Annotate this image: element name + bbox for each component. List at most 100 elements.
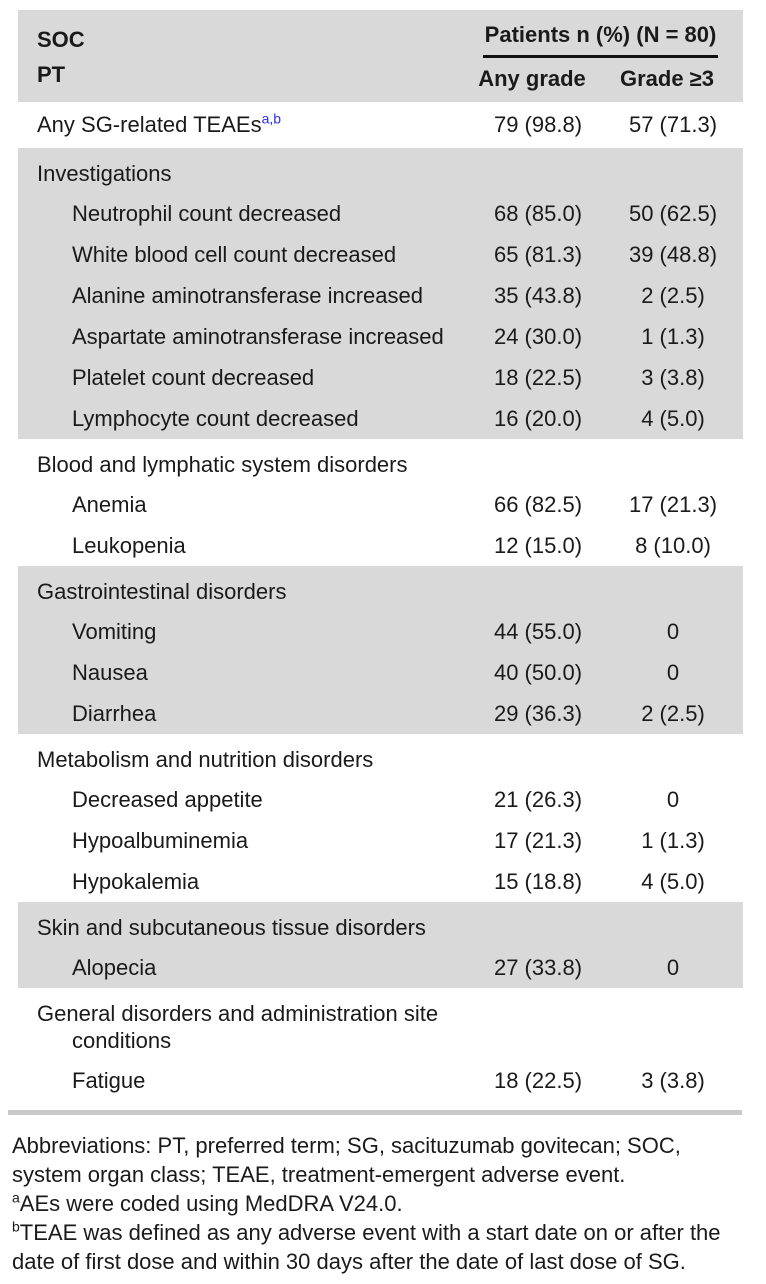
grade-ge3-cell: 4 (5.0) — [641, 405, 705, 431]
soc-section: Metabolism and nutrition disorders Decrea… — [18, 734, 743, 902]
soc-section: Blood and lymphatic system disorders Anem… — [18, 439, 743, 566]
soc-header: Gastrointestinal disorders — [18, 566, 743, 611]
pt-cell: Leukopenia — [72, 532, 186, 558]
pt-cell: Anemia — [72, 491, 147, 517]
pt-cell: Aspartate aminotransferase increased — [72, 323, 444, 349]
any-grade-cell: 16 (20.0) — [493, 405, 583, 431]
table-row: Fatigue 18 (22.5) 3 (3.8) — [18, 1060, 743, 1101]
adverse-events-table: SOC PT Patients n (%) (N = 80) Any grade… — [18, 10, 743, 1101]
any-grade-cell: 66 (82.5) — [493, 491, 583, 517]
pt-cell: Neutrophil count decreased — [72, 200, 342, 226]
grade-ge3-cell: 8 (10.0) — [635, 532, 711, 558]
any-grade-cell: 68 (85.0) — [493, 200, 583, 226]
soc-header-label: Blood and lymphatic system disorders — [37, 452, 408, 477]
any-grade-cell: 35 (43.8) — [493, 282, 583, 308]
pt-cell: Decreased appetite — [72, 786, 263, 812]
any-grade-cell: 18 (22.5) — [493, 1067, 583, 1093]
grade-ge3-cell: 0 — [666, 954, 680, 980]
soc-header-label: General disorders and administration sit… — [37, 1001, 439, 1026]
pt-cell: Alanine aminotransferase increased — [72, 282, 423, 308]
pt-cell: Lymphocyte count decreased — [72, 405, 359, 431]
table-row: Platelet count decreased 18 (22.5) 3 (3.8) — [18, 357, 743, 398]
grade-ge3-cell: 1 (1.3) — [641, 323, 705, 349]
grade-ge3-cell: 39 (48.8) — [628, 241, 718, 267]
any-grade-cell: 15 (18.8) — [493, 868, 583, 894]
footnote-marker: a — [12, 1189, 20, 1206]
any-grade-cell: 44 (55.0) — [493, 618, 583, 644]
table-row: Hypokalemia 15 (18.8) 4 (5.0) — [18, 861, 743, 902]
footnote-marker: b — [12, 1218, 20, 1235]
column-header-pt: PT — [37, 62, 66, 87]
footnote-line: Abbreviations: PT, preferred term; SG, s… — [12, 1133, 681, 1158]
table-row: Alopecia 27 (33.8) 0 — [18, 947, 743, 988]
table-row: Anemia 66 (82.5) 17 (21.3) — [18, 484, 743, 525]
grade-ge3-cell: 0 — [666, 786, 680, 812]
column-header-any-grade: Any grade — [478, 66, 586, 91]
pt-cell: Nausea — [72, 659, 148, 685]
footnote-line: bTEAE was defined as any adverse event w… — [12, 1218, 721, 1245]
grade-ge3-cell: 57 (71.3) — [628, 112, 718, 137]
column-header-soc: SOC — [37, 27, 85, 52]
footnote-line: aAEs were coded using MedDRA V24.0. — [12, 1189, 403, 1216]
table-row: Decreased appetite 21 (26.3) 0 — [18, 779, 743, 820]
any-grade-cell: 40 (50.0) — [493, 659, 583, 685]
soc-header: Investigations — [18, 148, 743, 193]
any-grade-cell: 65 (81.3) — [493, 241, 583, 267]
soc-header: Skin and subcutaneous tissue disorders — [18, 902, 743, 947]
soc-header: General disorders and administration sit… — [18, 988, 743, 1060]
soc-section: Investigations Neutrophil count decreased… — [18, 148, 743, 439]
pt-cell: Fatigue — [72, 1067, 146, 1093]
table-header: SOC PT Patients n (%) (N = 80) Any grade… — [18, 10, 743, 102]
soc-header-label: Metabolism and nutrition disorders — [37, 747, 374, 772]
footnotes: Abbreviations: PT, preferred term; SG, s… — [12, 1131, 766, 1276]
table-header-patients-group: Patients n (%) (N = 80) Any grade Grade … — [467, 20, 743, 92]
soc-section: General disorders and administration sit… — [18, 988, 743, 1101]
grade-ge3-cell: 2 (2.5) — [641, 282, 705, 308]
soc-header-label: Investigations — [37, 161, 172, 186]
table-row: Hypoalbuminemia 17 (21.3) 1 (1.3) — [18, 820, 743, 861]
pt-cell: Vomiting — [72, 618, 157, 644]
soc-section: Gastrointestinal disorders Vomiting 44 (55… — [18, 566, 743, 734]
grade-ge3-cell: 1 (1.3) — [641, 827, 705, 853]
any-grade-cell: 79 (98.8) — [493, 112, 583, 137]
grade-ge3-cell: 0 — [666, 659, 680, 685]
table-row: Leukopenia 12 (15.0) 8 (10.0) — [18, 525, 743, 566]
any-grade-cell: 21 (26.3) — [493, 786, 583, 812]
table-row: Vomiting 44 (55.0) 0 — [18, 611, 743, 652]
grade-ge3-cell: 0 — [666, 618, 680, 644]
grade-ge3-cell: 3 (3.8) — [641, 364, 705, 390]
any-grade-cell: 27 (33.8) — [493, 954, 583, 980]
soc-header: Blood and lymphatic system disorders — [18, 439, 743, 484]
any-grade-cell: 29 (36.3) — [493, 700, 583, 726]
table-row: Nausea 40 (50.0) 0 — [18, 652, 743, 693]
table-row: Aspartate aminotransferase increased 24 (… — [18, 316, 743, 357]
pt-cell: White blood cell count decreased — [72, 241, 397, 267]
any-grade-cell: 24 (30.0) — [493, 323, 583, 349]
soc-header-label-continued: conditions — [72, 1028, 172, 1053]
soc-header-label: Gastrointestinal disorders — [37, 579, 287, 604]
footnote-line: system organ class; TEAE, treatment-emer… — [12, 1162, 626, 1187]
table-bottom-rule — [8, 1110, 742, 1115]
footnote-line: date of first dose and within 30 days af… — [12, 1249, 686, 1274]
grade-ge3-cell: 4 (5.0) — [641, 868, 705, 894]
grade-ge3-cell: 50 (62.5) — [628, 200, 718, 226]
table-header-soc-pt: SOC PT — [18, 20, 467, 92]
grade-ge3-cell: 3 (3.8) — [641, 1067, 705, 1093]
table-row: Alanine aminotransferase increased 35 (43… — [18, 275, 743, 316]
table-sections: Investigations Neutrophil count decreased… — [18, 148, 743, 1101]
table-row: White blood cell count decreased 65 (81.3… — [18, 234, 743, 275]
pt-cell: Any SG-related TEAEsa,b — [18, 112, 473, 138]
pt-cell: Hypoalbuminemia — [72, 827, 249, 853]
table-row: Neutrophil count decreased 68 (85.0) 50 (6… — [18, 193, 743, 234]
table-row-any-sg-related-teaes: Any SG-related TEAEsa,b 79 (98.8) 57 (71… — [18, 102, 743, 148]
soc-header-label: Skin and subcutaneous tissue disorders — [37, 915, 426, 940]
pt-cell: Diarrhea — [72, 700, 157, 726]
table-subheader-row: Any grade Grade ≥3 — [467, 66, 743, 92]
grade-ge3-cell: 17 (21.3) — [628, 491, 718, 517]
table-row: Diarrhea 29 (36.3) 2 (2.5) — [18, 693, 743, 734]
footnote-marker: a,b — [261, 110, 282, 127]
any-grade-cell: 17 (21.3) — [493, 827, 583, 853]
column-header-grade-ge3: Grade ≥3 — [619, 66, 714, 91]
soc-header: Metabolism and nutrition disorders — [18, 734, 743, 779]
any-grade-cell: 18 (22.5) — [493, 364, 583, 390]
